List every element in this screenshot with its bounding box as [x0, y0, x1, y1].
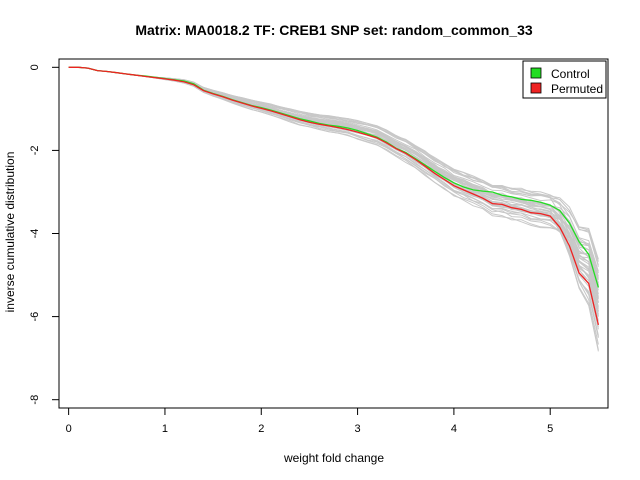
background-curve: [68, 66, 599, 304]
x-tick-label: 4: [451, 423, 457, 435]
background-curve: [68, 66, 599, 325]
x-tick-label: 2: [258, 423, 264, 435]
background-curve: [68, 66, 599, 279]
series-line-permuted: [68, 66, 600, 326]
legend-label-permuted: Permuted: [551, 82, 603, 96]
background-curve: [68, 66, 599, 272]
x-tick-label: 3: [355, 423, 361, 435]
background-curve: [68, 66, 599, 299]
background-curve: [68, 66, 599, 266]
background-curve: [68, 66, 599, 285]
y-tick-label: -4: [29, 229, 41, 239]
plot-frame: [58, 58, 609, 409]
background-curve: [68, 66, 599, 297]
legend-label-control: Control: [551, 67, 590, 81]
y-axis-label: inverse cumulative distribution: [3, 152, 17, 313]
background-curve: [68, 66, 599, 291]
background-curve: [68, 66, 599, 300]
background-curve: [68, 66, 599, 286]
series-layer: [68, 66, 600, 326]
background-curve: [68, 66, 599, 260]
legend-swatch-permuted: [530, 82, 542, 94]
y-axis: 0 -2 -4 -6 -8: [29, 64, 60, 405]
y-tick-label: -8: [29, 395, 41, 405]
y-tick-label: -6: [29, 312, 41, 322]
background-curve: [68, 66, 599, 345]
background-curve: [68, 66, 599, 262]
y-tick-label: -2: [29, 146, 41, 156]
background-curve: [68, 66, 599, 267]
background-curve: [68, 66, 599, 328]
background-curve: [68, 66, 599, 287]
x-tick-label: 5: [547, 423, 553, 435]
background-curve: [68, 66, 599, 284]
background-curve: [68, 66, 599, 274]
x-axis: 0 1 2 3 4 5: [66, 407, 553, 435]
background-curve: [68, 66, 599, 303]
legend: Control Permuted: [522, 60, 607, 99]
background-curve: [68, 66, 599, 307]
chart-title: Matrix: MA0018.2 TF: CREB1 SNP set: rand…: [135, 22, 533, 38]
background-curve: [68, 66, 599, 288]
series-line-control: [68, 66, 600, 288]
background-curve: [68, 66, 599, 295]
background-curve: [68, 66, 599, 280]
x-axis-label: weight fold change: [283, 451, 384, 465]
legend-swatch-control: [530, 67, 542, 79]
background-curve: [68, 66, 599, 285]
x-tick-label: 1: [162, 423, 168, 435]
background-curve: [68, 66, 599, 277]
y-tick-label: 0: [29, 64, 41, 70]
background-curve: [68, 66, 599, 303]
x-tick-label: 0: [66, 423, 72, 435]
